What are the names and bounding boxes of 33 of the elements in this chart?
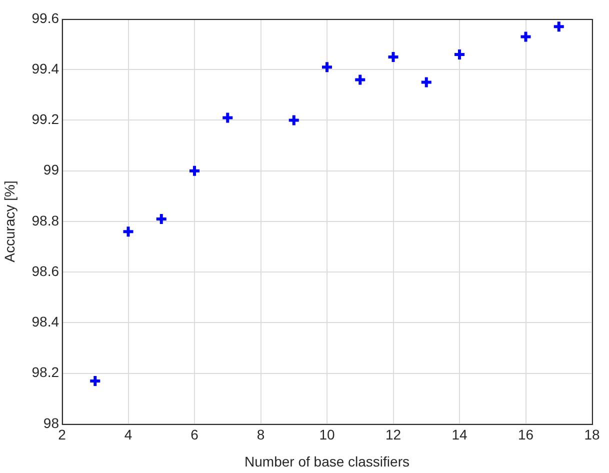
point bbox=[453, 48, 466, 61]
point bbox=[221, 111, 234, 124]
point bbox=[552, 20, 566, 34]
x-tick-label: 8 bbox=[256, 426, 265, 442]
x-tick-label: 14 bbox=[452, 426, 468, 442]
x-tick-label: 4 bbox=[124, 426, 132, 442]
x-tick-label: 10 bbox=[319, 426, 335, 442]
y-tick-label: 98.8 bbox=[32, 212, 60, 228]
x-tick-label: 16 bbox=[518, 426, 534, 442]
point bbox=[519, 30, 532, 44]
y-tick-label: 99.4 bbox=[32, 60, 60, 76]
point bbox=[188, 164, 201, 178]
point bbox=[354, 73, 367, 86]
y-tick-label: 98 bbox=[43, 414, 60, 431]
point bbox=[154, 212, 168, 226]
point bbox=[122, 225, 135, 238]
y-axis-title: Accuracy [%] bbox=[1, 180, 18, 262]
point bbox=[88, 374, 102, 388]
point bbox=[386, 50, 400, 64]
y-tick-label: 98.2 bbox=[32, 364, 60, 380]
y-tick-label: 99.6 bbox=[32, 10, 60, 26]
y-tick-label: 99.2 bbox=[32, 111, 60, 128]
point bbox=[420, 76, 433, 89]
x-tick-label: 12 bbox=[385, 426, 402, 442]
x-tick-label: 18 bbox=[584, 426, 600, 442]
y-tick-label: 98.4 bbox=[32, 314, 60, 330]
y-tick-label: 99 bbox=[43, 162, 60, 178]
x-axis-title: Number of base classifiers bbox=[244, 453, 410, 470]
point bbox=[287, 114, 300, 127]
x-tick-label: 2 bbox=[58, 426, 66, 442]
y-tick-label: 98.6 bbox=[32, 262, 60, 279]
x-tick-label: 6 bbox=[190, 426, 199, 442]
point bbox=[320, 60, 334, 74]
